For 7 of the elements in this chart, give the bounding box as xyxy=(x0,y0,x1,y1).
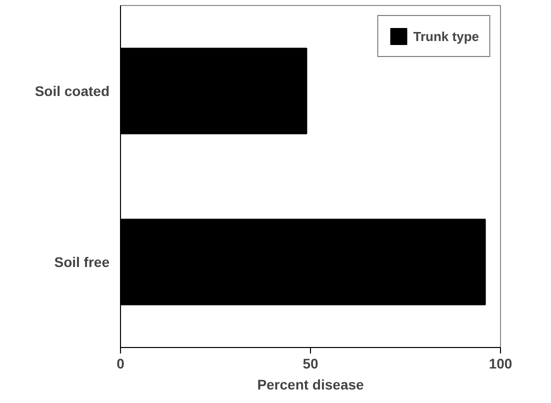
x-tick-label: 50 xyxy=(302,356,318,372)
y-tick-label: Soil coated xyxy=(34,83,110,99)
y-tick-label: Soil free xyxy=(54,254,110,270)
x-axis-title: Percent disease xyxy=(257,376,364,392)
x-tick-label: 100 xyxy=(488,356,512,372)
legend-label: Trunk type xyxy=(413,28,479,44)
x-tick-label: 0 xyxy=(116,356,125,372)
